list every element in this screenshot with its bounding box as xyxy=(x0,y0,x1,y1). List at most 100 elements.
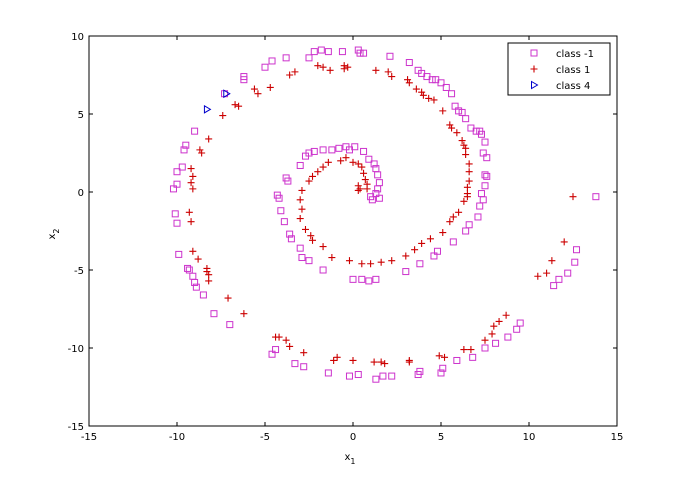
data-point xyxy=(298,186,306,194)
data-point xyxy=(388,257,396,265)
data-point xyxy=(338,48,346,56)
y-tick-label: 5 xyxy=(78,110,84,121)
data-point xyxy=(319,243,327,251)
legend-label: class 1 xyxy=(556,65,590,76)
data-point xyxy=(463,183,471,191)
series-1 xyxy=(185,62,577,368)
data-point xyxy=(430,96,438,104)
data-point xyxy=(328,254,336,262)
data-point xyxy=(309,236,317,244)
data-point xyxy=(439,364,447,372)
data-point xyxy=(231,101,239,109)
x-tick-label: 0 xyxy=(350,432,356,443)
x-axis-label: x1 xyxy=(344,452,355,466)
data-point xyxy=(418,88,426,96)
data-point xyxy=(465,168,473,176)
data-point xyxy=(337,157,345,165)
data-point xyxy=(374,171,382,179)
data-point xyxy=(479,149,487,157)
data-point xyxy=(345,372,353,380)
data-point xyxy=(481,138,489,146)
x-tick-label: 15 xyxy=(611,432,624,443)
data-point xyxy=(388,73,396,81)
data-point xyxy=(286,230,294,238)
data-point xyxy=(555,275,563,283)
data-point xyxy=(455,208,463,216)
data-point xyxy=(465,177,473,185)
data-point xyxy=(358,260,366,268)
legend-box xyxy=(507,42,611,96)
ticks-layer: -15 -10 -5 0 5 10 15 -15 -10 -5 0 5 10 xyxy=(68,32,624,443)
data-point xyxy=(360,169,368,177)
data-point xyxy=(196,146,204,154)
data-point xyxy=(203,104,212,114)
data-point xyxy=(439,229,447,237)
data-point xyxy=(441,353,449,361)
data-point xyxy=(479,196,487,204)
data-point xyxy=(273,191,281,199)
data-point xyxy=(462,144,470,152)
data-point xyxy=(296,196,304,204)
data-point xyxy=(481,171,489,179)
data-point xyxy=(224,294,232,302)
x-tick-label: 10 xyxy=(523,432,536,443)
data-point xyxy=(550,282,558,290)
data-point xyxy=(490,322,498,330)
data-point xyxy=(495,317,503,325)
data-point xyxy=(189,185,197,193)
data-point xyxy=(268,57,276,65)
data-point xyxy=(437,79,445,87)
data-point xyxy=(205,277,213,285)
data-point xyxy=(203,264,211,272)
data-point xyxy=(476,202,484,210)
data-point xyxy=(402,252,410,260)
data-point xyxy=(333,353,341,361)
data-point xyxy=(428,76,436,84)
data-point xyxy=(300,349,308,357)
data-point xyxy=(266,83,274,91)
data-point xyxy=(449,213,457,221)
legend-marker xyxy=(531,80,539,90)
data-point xyxy=(453,356,461,364)
data-point xyxy=(437,369,445,377)
data-point xyxy=(354,160,362,168)
data-point xyxy=(296,215,304,223)
data-point xyxy=(296,161,304,169)
data-point xyxy=(446,121,454,129)
data-point xyxy=(404,76,412,84)
legend: class -1 class 1 class 4 xyxy=(507,42,611,96)
data-point xyxy=(314,168,322,176)
data-point xyxy=(534,272,542,280)
data-point xyxy=(189,272,197,280)
data-point xyxy=(185,208,193,216)
data-point xyxy=(291,360,299,368)
data-point xyxy=(365,277,373,285)
x-tick-label: 5 xyxy=(438,432,444,443)
data-point xyxy=(481,336,489,344)
data-point xyxy=(365,155,373,163)
data-point xyxy=(223,89,231,99)
data-point xyxy=(483,172,491,180)
data-point xyxy=(360,49,368,57)
data-point xyxy=(349,158,357,166)
data-point xyxy=(240,310,248,318)
x-tick-label: -15 xyxy=(81,432,97,443)
data-point xyxy=(349,275,357,283)
data-point xyxy=(477,130,485,138)
data-point xyxy=(305,149,313,157)
data-point xyxy=(372,66,380,74)
data-point xyxy=(460,197,468,205)
data-point xyxy=(492,339,500,347)
data-point xyxy=(286,71,294,79)
data-point xyxy=(430,252,438,260)
data-point xyxy=(460,141,468,149)
data-point xyxy=(375,179,383,187)
data-point xyxy=(458,137,466,145)
data-point xyxy=(199,291,207,299)
data-point xyxy=(240,73,248,81)
data-point xyxy=(414,371,422,379)
legend-marker xyxy=(530,49,538,57)
data-point xyxy=(363,185,371,193)
data-point xyxy=(205,271,213,279)
data-point xyxy=(280,218,288,226)
